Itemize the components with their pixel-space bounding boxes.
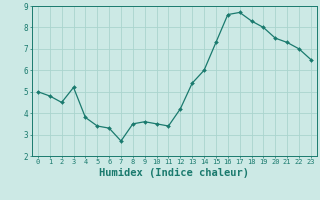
X-axis label: Humidex (Indice chaleur): Humidex (Indice chaleur) bbox=[100, 168, 249, 178]
